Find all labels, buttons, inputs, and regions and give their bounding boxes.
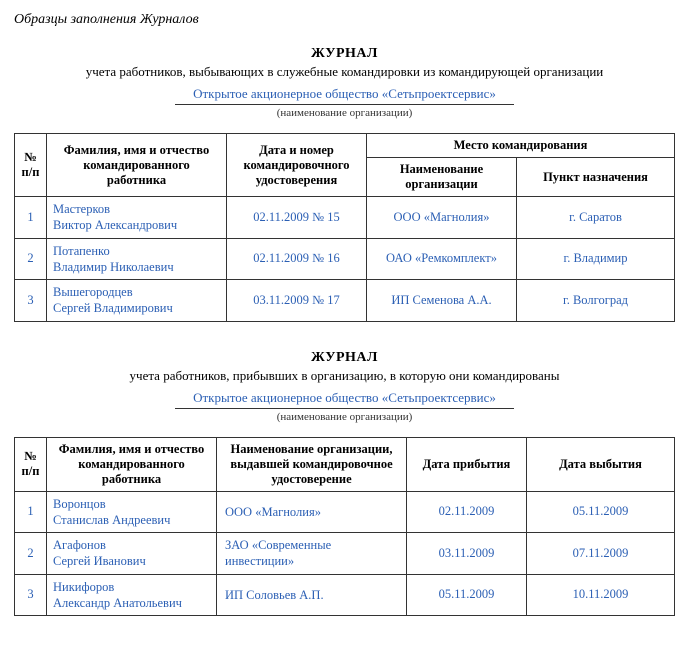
journal1-org-label: (наименование организации) <box>14 107 675 119</box>
cell-org: ООО «Магнолия» <box>217 491 407 533</box>
fio-name: Станислав Андреевич <box>53 513 170 527</box>
cell-arrive: 02.11.2009 <box>407 491 527 533</box>
cell-fio: Никифоров Александр Анатольевич <box>47 574 217 616</box>
cell-depart: 10.11.2009 <box>527 574 675 616</box>
fio-name: Виктор Александрович <box>53 218 177 232</box>
fio-name: Владимир Николаевич <box>53 260 174 274</box>
journal2-title: ЖУРНАЛ <box>14 350 675 366</box>
th-arrive: Дата прибытия <box>407 437 527 491</box>
fio-surname: Никифоров <box>53 580 114 594</box>
cell-arrive: 03.11.2009 <box>407 533 527 575</box>
journal2-table: № п/п Фамилия, имя и отчество командиров… <box>14 437 675 617</box>
cell-fio: Агафонов Сергей Иванович <box>47 533 217 575</box>
cell-depart: 07.11.2009 <box>527 533 675 575</box>
org-line2: инвестиции» <box>225 554 294 568</box>
cell-arrive: 05.11.2009 <box>407 574 527 616</box>
fio-surname: Вышегородцев <box>53 285 133 299</box>
th-fio: Фамилия, имя и отчество командированного… <box>47 134 227 197</box>
journal1-title: ЖУРНАЛ <box>14 46 675 62</box>
table-row: 1 Мастерков Виктор Александрович 02.11.2… <box>15 197 675 239</box>
cell-num: 1 <box>15 197 47 239</box>
th-num: № п/п <box>15 437 47 491</box>
cell-dest: г. Саратов <box>517 197 675 239</box>
th-org: Наименование организации, выдавшей коман… <box>217 437 407 491</box>
journal-2: ЖУРНАЛ учета работников, прибывших в орг… <box>14 350 675 617</box>
journal2-desc: учета работников, прибывших в организаци… <box>14 368 675 384</box>
cell-org: ООО «Магнолия» <box>367 197 517 239</box>
journal2-org-label: (наименование организации) <box>14 411 675 423</box>
cell-doc: 03.11.2009 № 17 <box>227 280 367 322</box>
cell-fio: Воронцов Станислав Андреевич <box>47 491 217 533</box>
th-doc: Дата и номер командировочного удостовере… <box>227 134 367 197</box>
table-row: 3 Вышегородцев Сергей Владимирович 03.11… <box>15 280 675 322</box>
cell-num: 3 <box>15 280 47 322</box>
fio-surname: Агафонов <box>53 538 106 552</box>
cell-fio: Вышегородцев Сергей Владимирович <box>47 280 227 322</box>
cell-num: 2 <box>15 238 47 280</box>
cell-num: 1 <box>15 491 47 533</box>
fio-surname: Мастерков <box>53 202 110 216</box>
th-depart: Дата выбытия <box>527 437 675 491</box>
fio-name: Сергей Владимирович <box>53 301 173 315</box>
th-num: № п/п <box>15 134 47 197</box>
fio-name: Александр Анатольевич <box>53 596 182 610</box>
page-subtitle: Образцы заполнения Журналов <box>14 12 675 28</box>
th-dest: Пункт назначения <box>517 158 675 197</box>
cell-dest: г. Владимир <box>517 238 675 280</box>
cell-depart: 05.11.2009 <box>527 491 675 533</box>
journal1-desc: учета работников, выбывающих в служебные… <box>14 64 675 80</box>
fio-surname: Потапенко <box>53 244 110 258</box>
cell-doc: 02.11.2009 № 16 <box>227 238 367 280</box>
table-row: 2 Потапенко Владимир Николаевич 02.11.20… <box>15 238 675 280</box>
fio-name: Сергей Иванович <box>53 554 146 568</box>
org-line1: ООО «Магнолия» <box>225 505 321 519</box>
cell-fio: Потапенко Владимир Николаевич <box>47 238 227 280</box>
journal1-org-name: Открытое акционерное общество «Сетьпроек… <box>175 86 514 105</box>
cell-doc: 02.11.2009 № 15 <box>227 197 367 239</box>
journal1-table: № п/п Фамилия, имя и отчество командиров… <box>14 133 675 322</box>
org-line1: ИП Соловьев А.П. <box>225 588 324 602</box>
journal-1: ЖУРНАЛ учета работников, выбывающих в сл… <box>14 46 675 322</box>
table-row: 1 Воронцов Станислав Андреевич ООО «Магн… <box>15 491 675 533</box>
cell-num: 2 <box>15 533 47 575</box>
cell-org: ИП Семенова А.А. <box>367 280 517 322</box>
cell-dest: г. Волгоград <box>517 280 675 322</box>
fio-surname: Воронцов <box>53 497 106 511</box>
cell-org: ЗАО «Современные инвестиции» <box>217 533 407 575</box>
th-fio: Фамилия, имя и отчество командированного… <box>47 437 217 491</box>
table-row: 2 Агафонов Сергей Иванович ЗАО «Современ… <box>15 533 675 575</box>
th-place-group: Место командирования <box>367 134 675 158</box>
cell-fio: Мастерков Виктор Александрович <box>47 197 227 239</box>
cell-org: ОАО «Ремкомплект» <box>367 238 517 280</box>
table-row: 3 Никифоров Александр Анатольевич ИП Сол… <box>15 574 675 616</box>
cell-num: 3 <box>15 574 47 616</box>
org-line1: ЗАО «Современные <box>225 538 331 552</box>
cell-org: ИП Соловьев А.П. <box>217 574 407 616</box>
journal2-org-name: Открытое акционерное общество «Сетьпроек… <box>175 390 514 409</box>
th-org: Наименование организации <box>367 158 517 197</box>
